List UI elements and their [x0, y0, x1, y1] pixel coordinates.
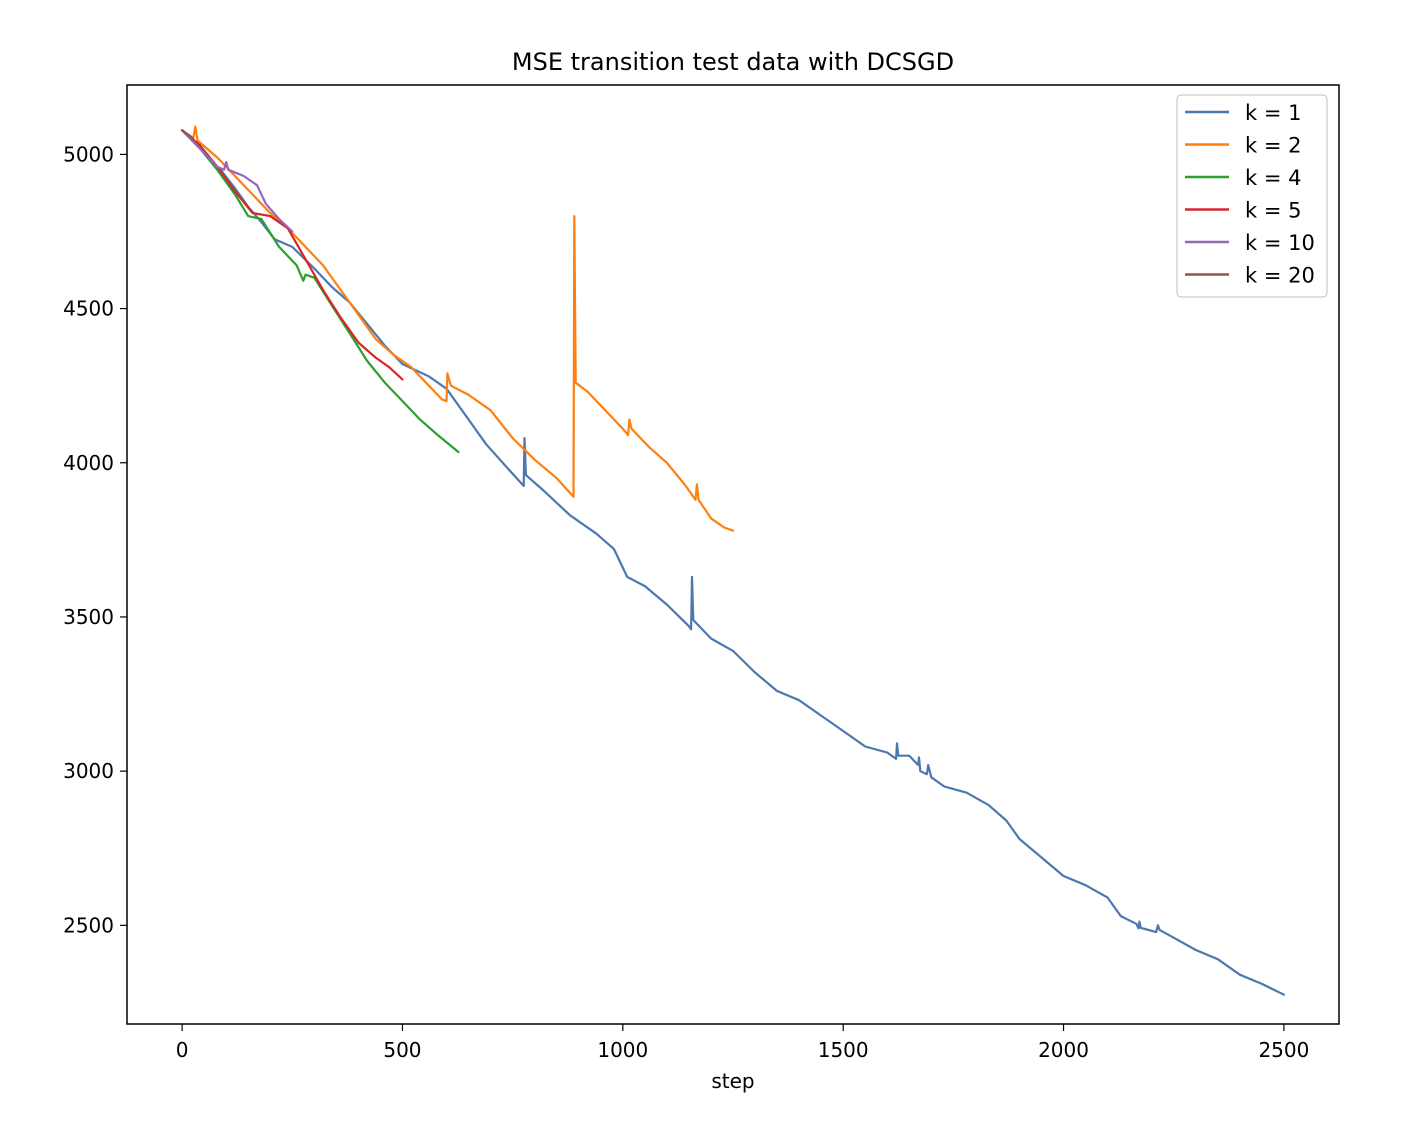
- legend-label: k = 5: [1245, 199, 1301, 223]
- x-tick-label: 0: [176, 1038, 189, 1062]
- legend-label: k = 1: [1245, 101, 1301, 125]
- chart-title: MSE transition test data with DCSGD: [512, 48, 954, 76]
- y-tick-label: 5000: [63, 142, 114, 166]
- series-line-6: [181, 129, 195, 141]
- y-axis-ticks: 2500 3000 3500 4000 4500 5000: [63, 142, 127, 937]
- legend-label: k = 20: [1245, 264, 1315, 288]
- series-line-1: [181, 129, 1285, 996]
- plot-frame: [126, 84, 1340, 1025]
- legend-label: k = 4: [1245, 166, 1301, 190]
- y-tick-label: 4500: [63, 297, 114, 321]
- x-tick-label: 1000: [597, 1038, 648, 1062]
- x-axis-ticks: 0 500 1000 1500 2000 2500: [176, 1024, 1309, 1062]
- legend-label: k = 10: [1245, 231, 1315, 255]
- y-tick-label: 4000: [63, 451, 114, 475]
- x-tick-label: 500: [383, 1038, 421, 1062]
- legend-label: k = 2: [1245, 134, 1301, 158]
- legend: k = 1 k = 2 k = 4 k = 5 k = 10 k = 20: [1176, 94, 1328, 298]
- series-line-3: [181, 129, 460, 454]
- x-tick-label: 2500: [1258, 1038, 1309, 1062]
- plot-lines: [181, 125, 1285, 996]
- y-tick-label: 2500: [63, 913, 114, 937]
- series-line-4: [181, 129, 404, 381]
- x-axis-label: step: [711, 1069, 754, 1093]
- series-line-2: [181, 125, 735, 532]
- y-tick-label: 3500: [63, 605, 114, 629]
- x-tick-label: 1500: [818, 1038, 869, 1062]
- y-tick-label: 3000: [63, 759, 114, 783]
- series-line-5: [181, 129, 294, 233]
- x-tick-label: 2000: [1038, 1038, 1089, 1062]
